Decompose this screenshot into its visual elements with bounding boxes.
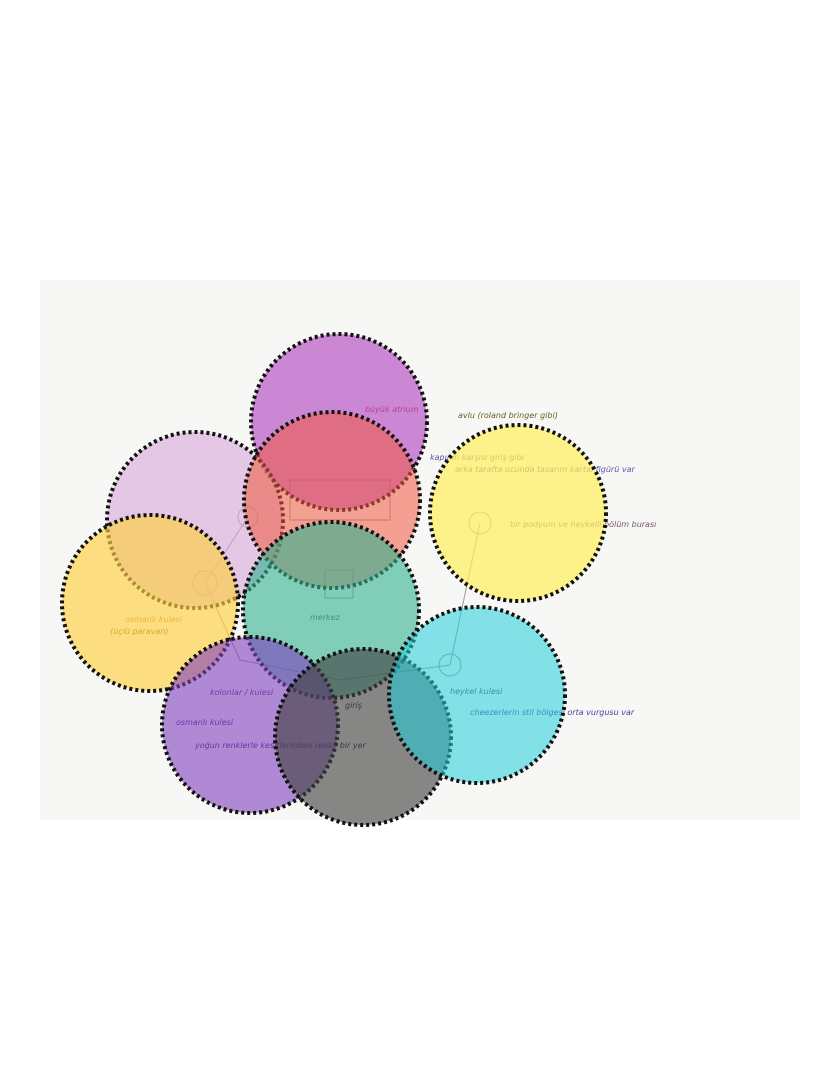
circle: [60, 513, 240, 693]
circle: [387, 605, 567, 785]
circles: [60, 332, 608, 827]
circle: [428, 423, 608, 603]
note: avlu (roland bringer gibi): [458, 411, 558, 420]
